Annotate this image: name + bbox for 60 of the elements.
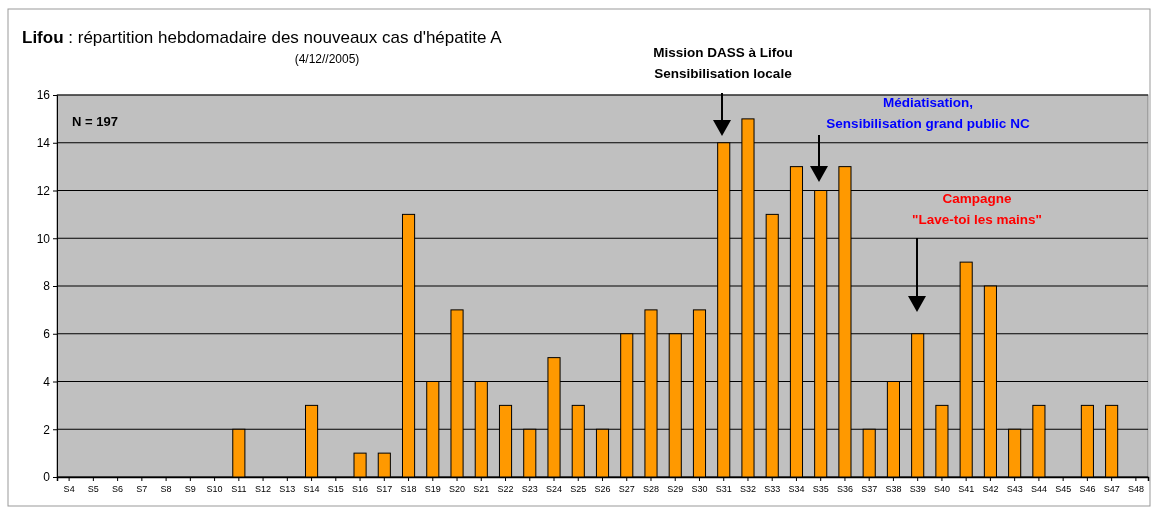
x-tick-label: S13 [279,484,296,495]
y-tick-label: 6 [43,327,51,342]
x-tick-label: S42 [982,484,999,495]
annotation: N = 197 [72,114,118,129]
x-tick-label: S25 [570,484,587,495]
x-tick-label: S38 [885,484,902,495]
x-tick-label: S39 [909,484,926,495]
x-tick-label: S10 [206,484,223,495]
chart-subtitle: (4/12//2005) [294,52,360,66]
x-tick-label: S37 [861,484,878,495]
annotation: Campagne "Lave-toi les mains" [912,191,1042,227]
x-tick-label: S46 [1079,484,1096,495]
x-tick-label: S17 [376,484,393,495]
x-tick-label: S26 [594,484,611,495]
x-tick-label: S22 [497,484,514,495]
chart-title: Lifou : répartition hebdomadaire des nouveaux cas d'hépatite A [22,28,503,47]
x-tick-label: S4 [63,484,75,495]
x-tick-label: S43 [1006,484,1023,495]
text: Mission DASS à Lifou Sensibilisation locale [653,45,793,81]
x-tick-label: S32 [739,484,756,495]
x-tick-label: S28 [642,484,659,495]
x-tick-label: S11 [231,484,247,495]
x-tick-label: S5 [87,484,99,495]
x-tick-label: S12 [255,484,272,495]
x-tick-label: S9 [184,484,196,495]
x-tick-label: S30 [691,484,708,495]
y-tick-label: 0 [43,470,51,485]
x-tick-label: S31 [715,484,732,495]
x-tick-label: S23 [521,484,538,495]
x-tick-label: S34 [788,484,805,495]
x-tick-label: S16 [352,484,369,495]
x-tick-label: S24 [546,484,563,495]
x-tick-label: S35 [812,484,829,495]
x-tick-label: S8 [160,484,172,495]
y-tick-label: 14 [36,136,51,151]
x-tick-label: S18 [400,484,417,495]
x-tick-label: S29 [667,484,684,495]
x-tick-label: S19 [424,484,441,495]
y-tick-label: 8 [43,279,51,294]
y-tick-label: 16 [36,88,51,103]
x-tick-label: S41 [958,484,975,495]
x-tick-label: S40 [933,484,950,495]
x-tick-label: S27 [618,484,635,495]
y-tick-label: 10 [36,231,51,246]
x-tick-label: S44 [1030,484,1047,495]
x-tick-label: S14 [303,484,320,495]
x-tick-label: S33 [764,484,781,495]
x-tick-label: S36 [836,484,853,495]
x-tick-label: S47 [1103,484,1120,495]
x-tick-label: S7 [136,484,148,495]
y-tick-label: 4 [43,374,51,389]
x-tick-label: S21 [473,484,490,495]
x-tick-label: S45 [1055,484,1072,495]
x-tick-label: S15 [327,484,344,495]
annotation: Médiatisation, Sensibilisation grand public NC [826,95,1030,131]
y-tick-label: 2 [43,422,51,437]
x-tick-label: S48 [1127,484,1144,495]
x-tick-label: S6 [112,484,124,495]
x-tick-label: S20 [449,484,466,495]
y-tick-label: 12 [36,183,51,198]
